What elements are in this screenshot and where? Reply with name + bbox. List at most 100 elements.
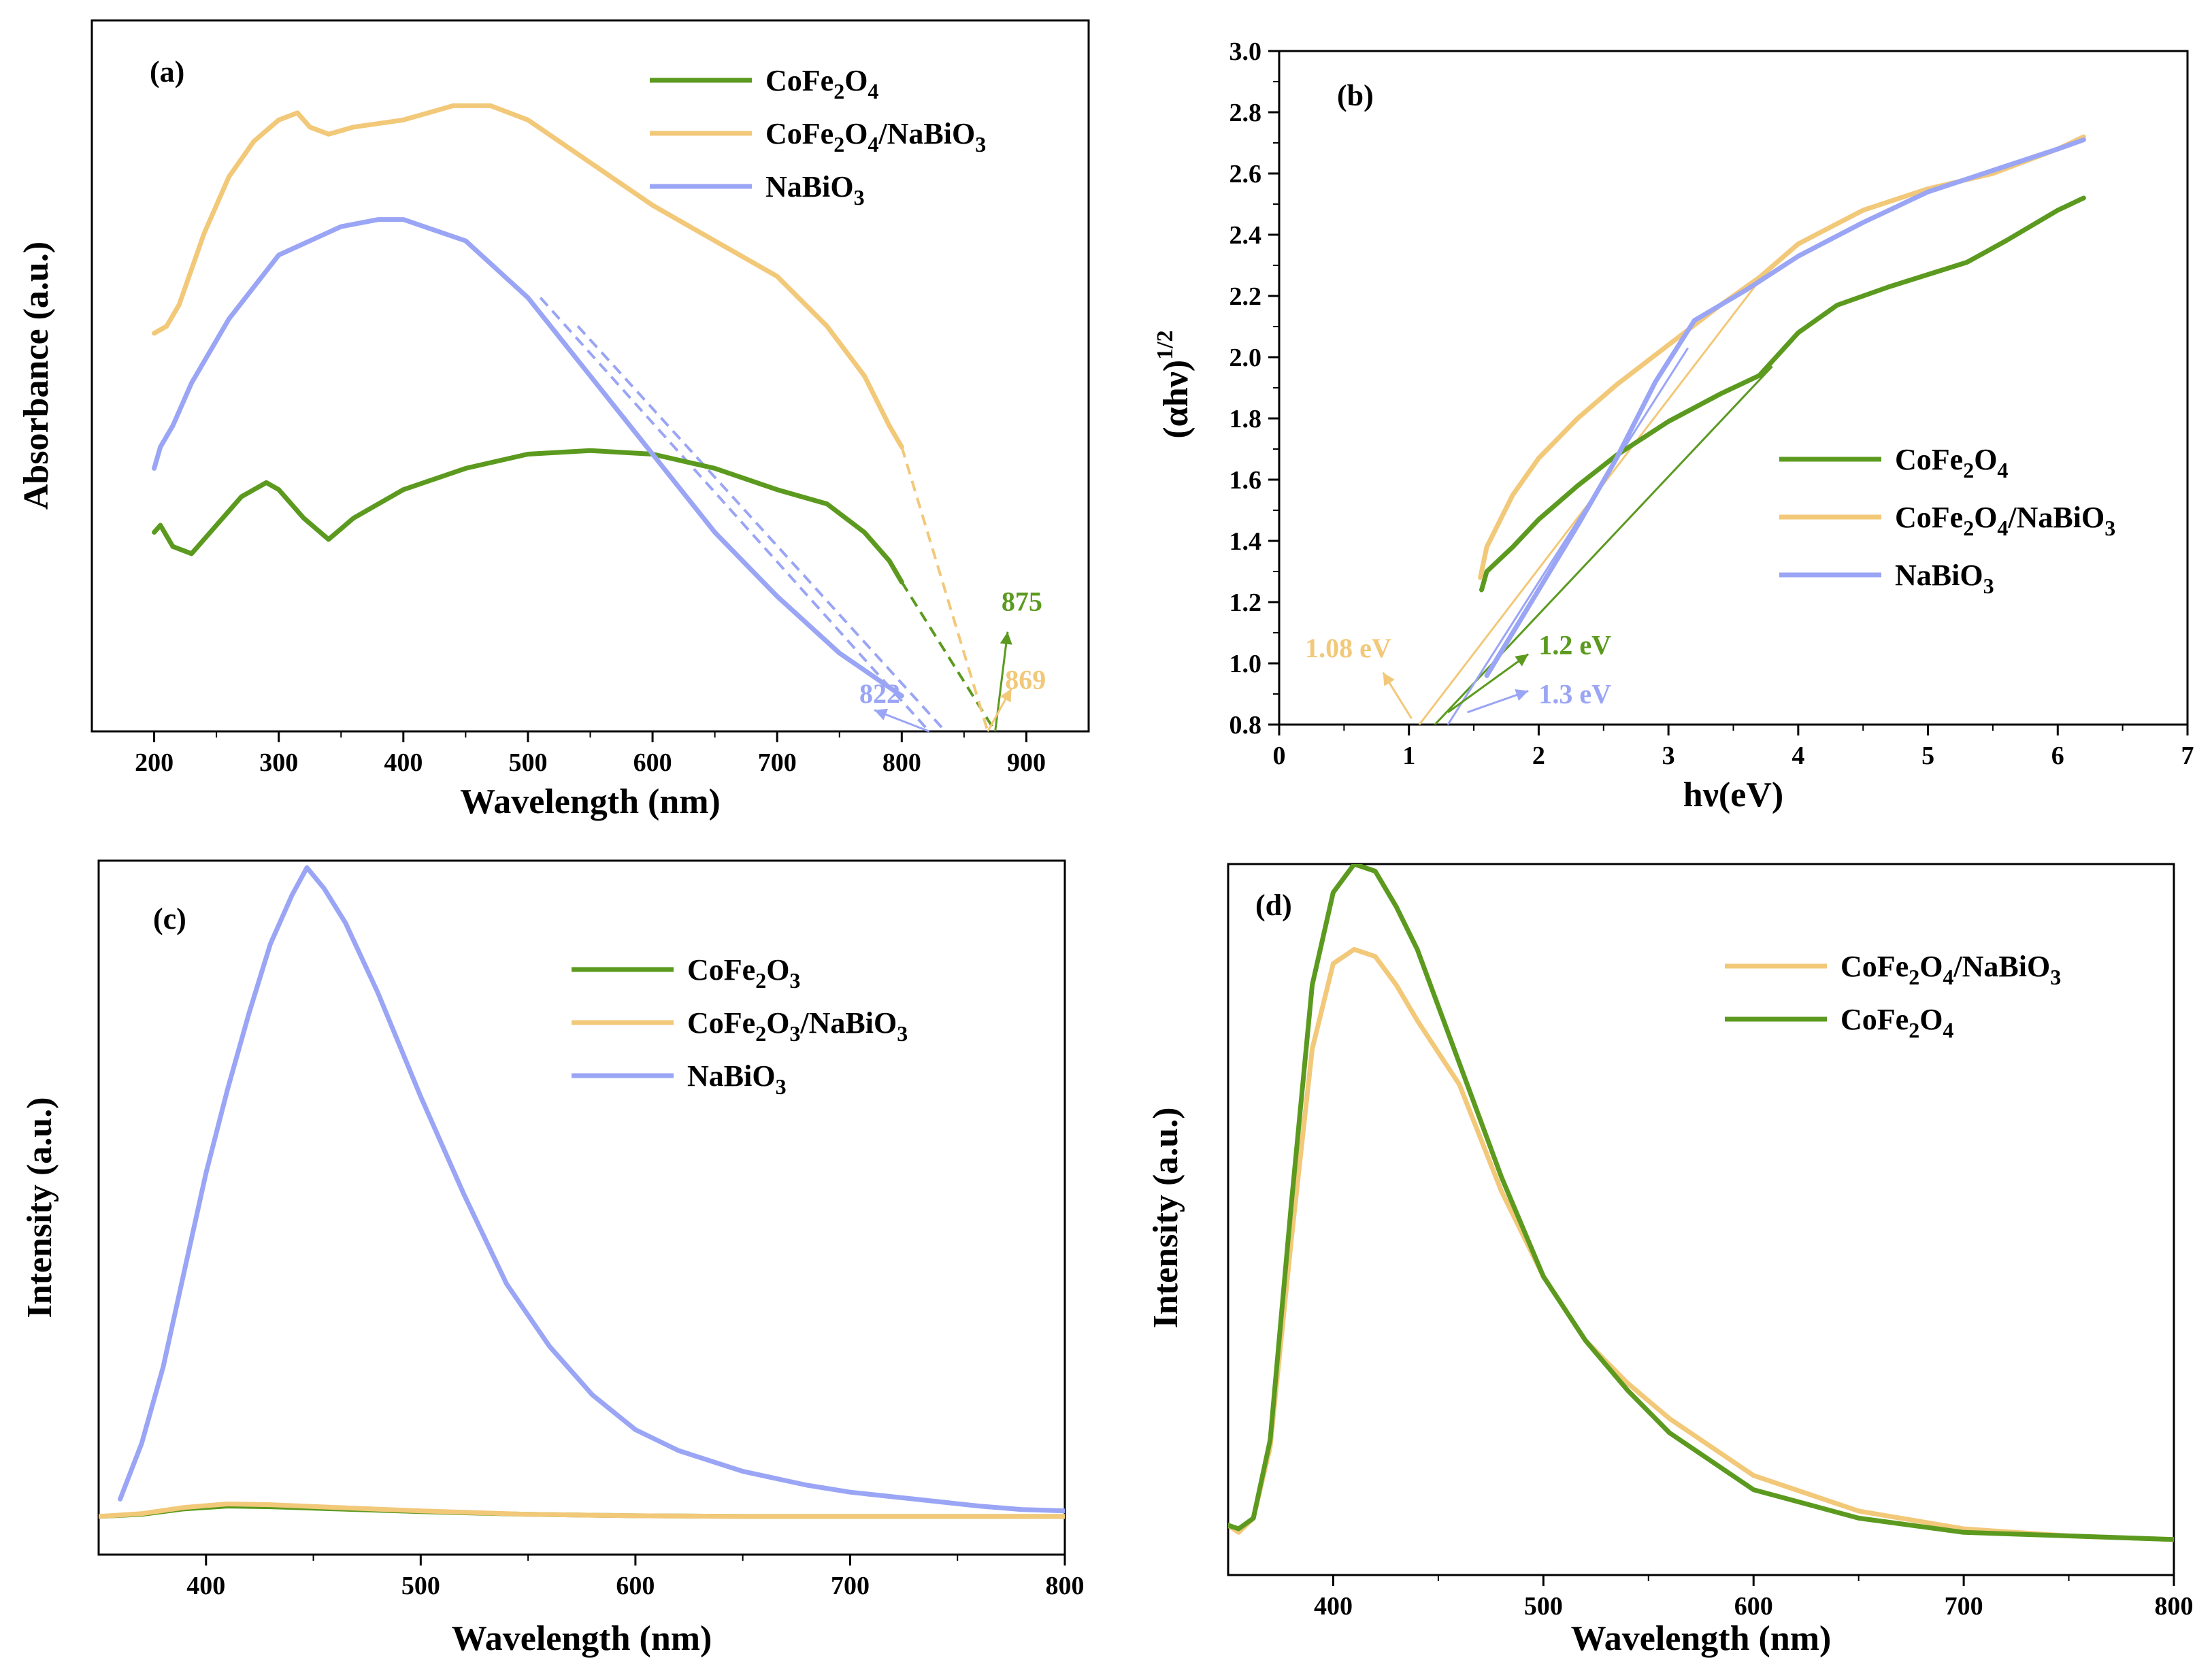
x-tick-label: 400 xyxy=(384,748,423,777)
legend-text-pre: CoFe xyxy=(1895,443,1963,476)
panel-b: 0 1 2 3 4 5 6 7 0.8 1.0 1.2 1.4 1.6 1.8 2.0 2.2 2.4 2.6 2.… xyxy=(1153,37,2194,814)
legend-text-sub3: 3 xyxy=(897,1021,908,1046)
extrapolation-line xyxy=(576,325,946,731)
x-tick-label: 500 xyxy=(508,748,547,777)
series-line-CoFe2O4/NaBiO3 xyxy=(152,103,904,450)
legend-text-sub1: 2 xyxy=(755,1021,766,1046)
y-tick-label: 2.0 xyxy=(1229,344,1262,372)
y-axis-title-main: (αhν) xyxy=(1157,360,1195,439)
annotation-arrowhead xyxy=(1515,689,1529,701)
legend-text-sub1: 3 xyxy=(776,1074,787,1099)
annotation-label: 1.2 eV xyxy=(1538,630,1611,661)
x-tick-label: 600 xyxy=(1734,1592,1773,1621)
x-tick-label: 200 xyxy=(135,748,174,777)
series-line-NaBiO3 xyxy=(118,865,1065,1514)
y-tick-label: 3.0 xyxy=(1229,37,1262,66)
legend-text-mid: O xyxy=(1974,501,1997,534)
series-line-CoFe2O3/NaBiO3 xyxy=(99,1502,1065,1519)
extrapolation-line xyxy=(539,297,931,731)
legend-text-sub2: 4 xyxy=(1943,965,1953,989)
x-tick-label: 2 xyxy=(1532,742,1545,770)
x-tick-label: 400 xyxy=(186,1572,225,1600)
x-tick-label: 400 xyxy=(1314,1592,1353,1621)
x-tick-label: 300 xyxy=(259,748,298,777)
legend-entry: CoFe2O4/NaBiO3 xyxy=(1840,950,2061,989)
x-tick-label: 800 xyxy=(2155,1592,2194,1621)
panel-c: 400 500 600 700 800 Wavelength (nm) Intensity … xyxy=(20,859,1085,1658)
x-tick-label: 900 xyxy=(1007,748,1046,777)
x-axis-title: Wavelength (nm) xyxy=(452,1619,712,1658)
legend-text-sub1: 2 xyxy=(1909,1018,1919,1042)
legend-text-sub2: 4 xyxy=(1997,516,2008,540)
legend-entry: CoFe2O4/NaBiO3 xyxy=(765,117,986,156)
legend-text-pre: CoFe xyxy=(1840,1003,1909,1036)
x-tick-label: 5 xyxy=(1921,742,1934,770)
legend-text-mid: O xyxy=(844,64,868,97)
legend-text-sub1: 2 xyxy=(833,79,844,103)
legend-text-sub3: 3 xyxy=(2104,516,2115,540)
legend-text-sub2: 4 xyxy=(868,79,878,103)
y-tick-label: 2.2 xyxy=(1229,282,1262,311)
legend-entry: NaBiO3 xyxy=(765,170,865,210)
x-axis-title: Wavelength (nm) xyxy=(1571,1619,1832,1658)
x-tick-label: 500 xyxy=(1524,1592,1563,1621)
y-tick-label: 1.0 xyxy=(1229,650,1262,678)
panel-d: 400 500 600 700 800 Wavelength (nm) Intensity … xyxy=(1146,863,2194,1658)
legend-entry: CoFe2O4 xyxy=(1840,1003,1953,1042)
y-tick-label: 1.8 xyxy=(1229,405,1262,433)
x-axis-title: hν(eV) xyxy=(1683,776,1783,814)
legend-text-sub2: 3 xyxy=(789,968,800,993)
extrapolation-line xyxy=(900,446,989,731)
y-axis-title-sup: 1/2 xyxy=(1153,330,1178,359)
x-tick-label: 0 xyxy=(1273,742,1286,770)
legend-text-sub1: 2 xyxy=(1963,458,1974,482)
legend-text-pre: NaBiO xyxy=(765,170,854,203)
legend-text-mid: O xyxy=(1919,950,1943,983)
series-line-NaBiO3 xyxy=(1484,137,2086,678)
panel-label: (c) xyxy=(153,902,186,935)
annotation-arrowhead xyxy=(1383,672,1395,686)
legend-entry: CoFe2O4 xyxy=(1895,443,2008,482)
x-axis-title: Wavelength (nm) xyxy=(460,782,721,821)
x-tick-label: 1 xyxy=(1402,742,1415,770)
plot-frame xyxy=(97,859,1066,1556)
legend-entry: CoFe2O4 xyxy=(765,64,878,103)
legend-text-pre: CoFe xyxy=(687,953,755,987)
x-tick-label: 4 xyxy=(1792,742,1804,770)
legend-text-sub3: 3 xyxy=(2050,965,2061,989)
annotation-arrow xyxy=(1447,653,1530,714)
panel-label: (d) xyxy=(1255,889,1292,922)
y-tick-label: 2.4 xyxy=(1229,221,1262,250)
x-tick-label: 700 xyxy=(758,748,797,777)
panel-label: (a) xyxy=(150,55,184,88)
legend-text-pre: CoFe xyxy=(765,64,833,97)
legend-text-mid: O xyxy=(766,1006,789,1040)
legend-text-mid: O xyxy=(766,953,789,987)
legend-text-pre: CoFe xyxy=(1895,501,1963,534)
legend-text-sub1: 3 xyxy=(854,185,865,210)
y-tick-label: 1.6 xyxy=(1229,466,1262,495)
legend-text-sub1: 3 xyxy=(1983,574,1994,598)
y-tick-label: 2.8 xyxy=(1229,99,1262,127)
annotation-label: 822 xyxy=(859,678,900,709)
x-tick-label: 600 xyxy=(633,748,672,777)
legend-text-post: /NaBiO xyxy=(878,117,975,150)
panel-label: (b) xyxy=(1337,79,1374,112)
legend-text-mid: O xyxy=(844,117,868,150)
x-tick-label: 800 xyxy=(1046,1572,1085,1600)
legend-entry: NaBiO3 xyxy=(1895,559,1994,598)
x-tick-label: 800 xyxy=(882,748,921,777)
y-axis-title: Intensity (a.u.) xyxy=(20,1097,59,1318)
legend-text-sub2: 4 xyxy=(868,132,878,156)
annotation-label: 869 xyxy=(1005,664,1046,695)
legend-text-mid: O xyxy=(1974,443,1997,476)
annotation-arrowhead xyxy=(1000,631,1012,645)
x-tick-label: 600 xyxy=(616,1572,655,1600)
legend-entry: CoFe2O3/NaBiO3 xyxy=(687,1006,908,1046)
legend-text-sub3: 3 xyxy=(975,132,986,156)
x-tick-label: 700 xyxy=(831,1572,870,1600)
legend-text-mid: O xyxy=(1919,1003,1943,1036)
annotation-arrowhead xyxy=(1515,654,1529,667)
y-tick-label: 1.4 xyxy=(1229,527,1262,556)
